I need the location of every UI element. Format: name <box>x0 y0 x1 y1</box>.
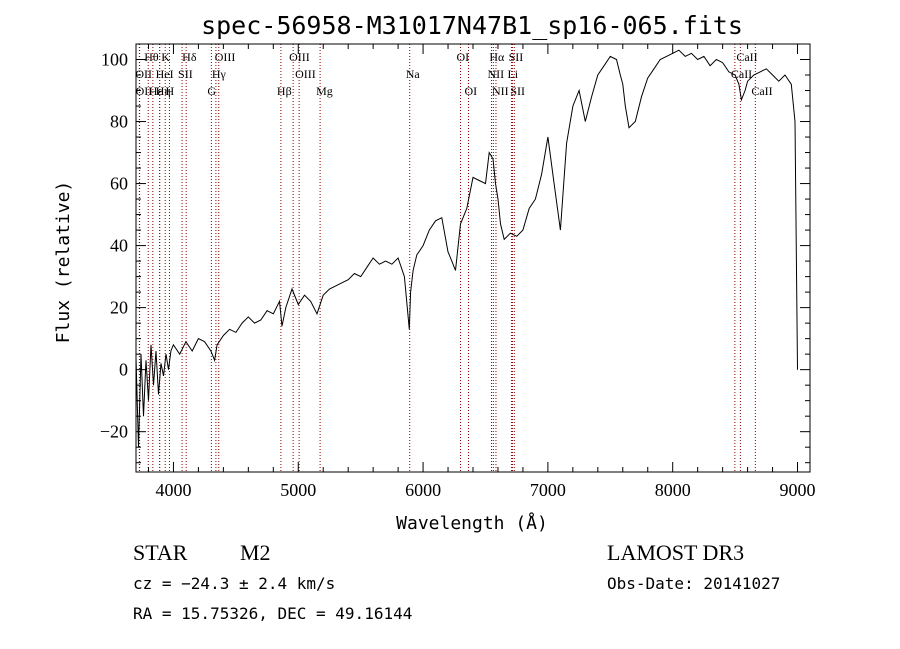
y-tick-label: 40 <box>110 236 128 256</box>
axis-tick-labels: 4000 5000 6000 7000 8000 9000 −20 0 20 40 60 80 100 <box>100 50 816 500</box>
spectral-line-label: OIII <box>295 67 316 81</box>
spectral-line-label: Hα <box>489 50 505 64</box>
spectral-line-label: OII <box>135 67 152 81</box>
spectral-line-label: SII <box>509 50 524 64</box>
spectral-line-label: Li <box>507 67 518 81</box>
x-tick-label: 7000 <box>530 480 566 500</box>
survey-name: LAMOST DR3 <box>607 540 744 565</box>
spectral-line-label: Hδ <box>182 50 197 64</box>
spectral-line-label: Hε <box>149 84 163 98</box>
spectral-line-label: OI <box>457 50 470 64</box>
y-tick-label: 0 <box>119 360 128 380</box>
y-tick-label: 80 <box>110 112 128 132</box>
spectral-line-label: K <box>161 50 170 64</box>
spectral-line-label: Hβ <box>277 84 292 98</box>
spectral-line-label: Hγ <box>212 67 227 81</box>
spectral-line-label: OIII <box>289 50 310 64</box>
x-tick-label: 6000 <box>405 480 441 500</box>
spectral-line-label: OIII <box>215 50 236 64</box>
spectral-line-label: CaII <box>751 84 772 98</box>
y-tick-label: 60 <box>110 174 128 194</box>
spectral-line-label: HeI <box>156 67 174 81</box>
spectral-line-label: Mg <box>316 84 333 98</box>
spectral-line-label: OII <box>136 84 153 98</box>
observation-date: Obs-Date: 20141027 <box>607 574 780 593</box>
spectral-line-label: Na <box>406 67 421 81</box>
object-subclass: M2 <box>240 540 271 565</box>
spectral-line-label: Hθ <box>144 50 159 64</box>
plot-frame <box>135 43 811 473</box>
x-tick-label: 5000 <box>280 480 316 500</box>
chart-title: spec-56958-M31017N47B1_sp16-065.fits <box>201 11 743 40</box>
x-tick-label: 8000 <box>655 480 691 500</box>
redshift-velocity: cz = −24.3 ± 2.4 km/s <box>133 574 335 593</box>
x-tick-label: 9000 <box>780 480 816 500</box>
spectral-line-label: OI <box>465 84 478 98</box>
spectral-line-markers <box>138 44 756 472</box>
spectral-line-label: NII <box>492 84 509 98</box>
spectral-line-label: G <box>207 84 216 98</box>
x-axis-label: Wavelength (Å) <box>396 512 548 534</box>
spectral-line-label: NII <box>487 67 504 81</box>
spectrum-line <box>135 49 798 448</box>
x-tick-label: 4000 <box>155 480 191 500</box>
y-tick-label: 20 <box>110 298 128 318</box>
y-tick-label: 100 <box>101 50 128 70</box>
spectral-line-label: Hη <box>156 84 171 98</box>
spectral-line-label: H <box>165 84 174 98</box>
object-class: STAR <box>133 540 188 565</box>
spectral-line-label: SII <box>178 67 193 81</box>
spectral-line-label: SII <box>510 84 525 98</box>
y-axis-label: Flux (relative) <box>53 181 74 344</box>
y-tick-label: −20 <box>100 422 128 442</box>
coordinates: RA = 15.75326, DEC = 49.16144 <box>133 604 412 623</box>
axis-ticks <box>136 44 810 472</box>
spectral-line-label: CaII <box>736 50 757 64</box>
